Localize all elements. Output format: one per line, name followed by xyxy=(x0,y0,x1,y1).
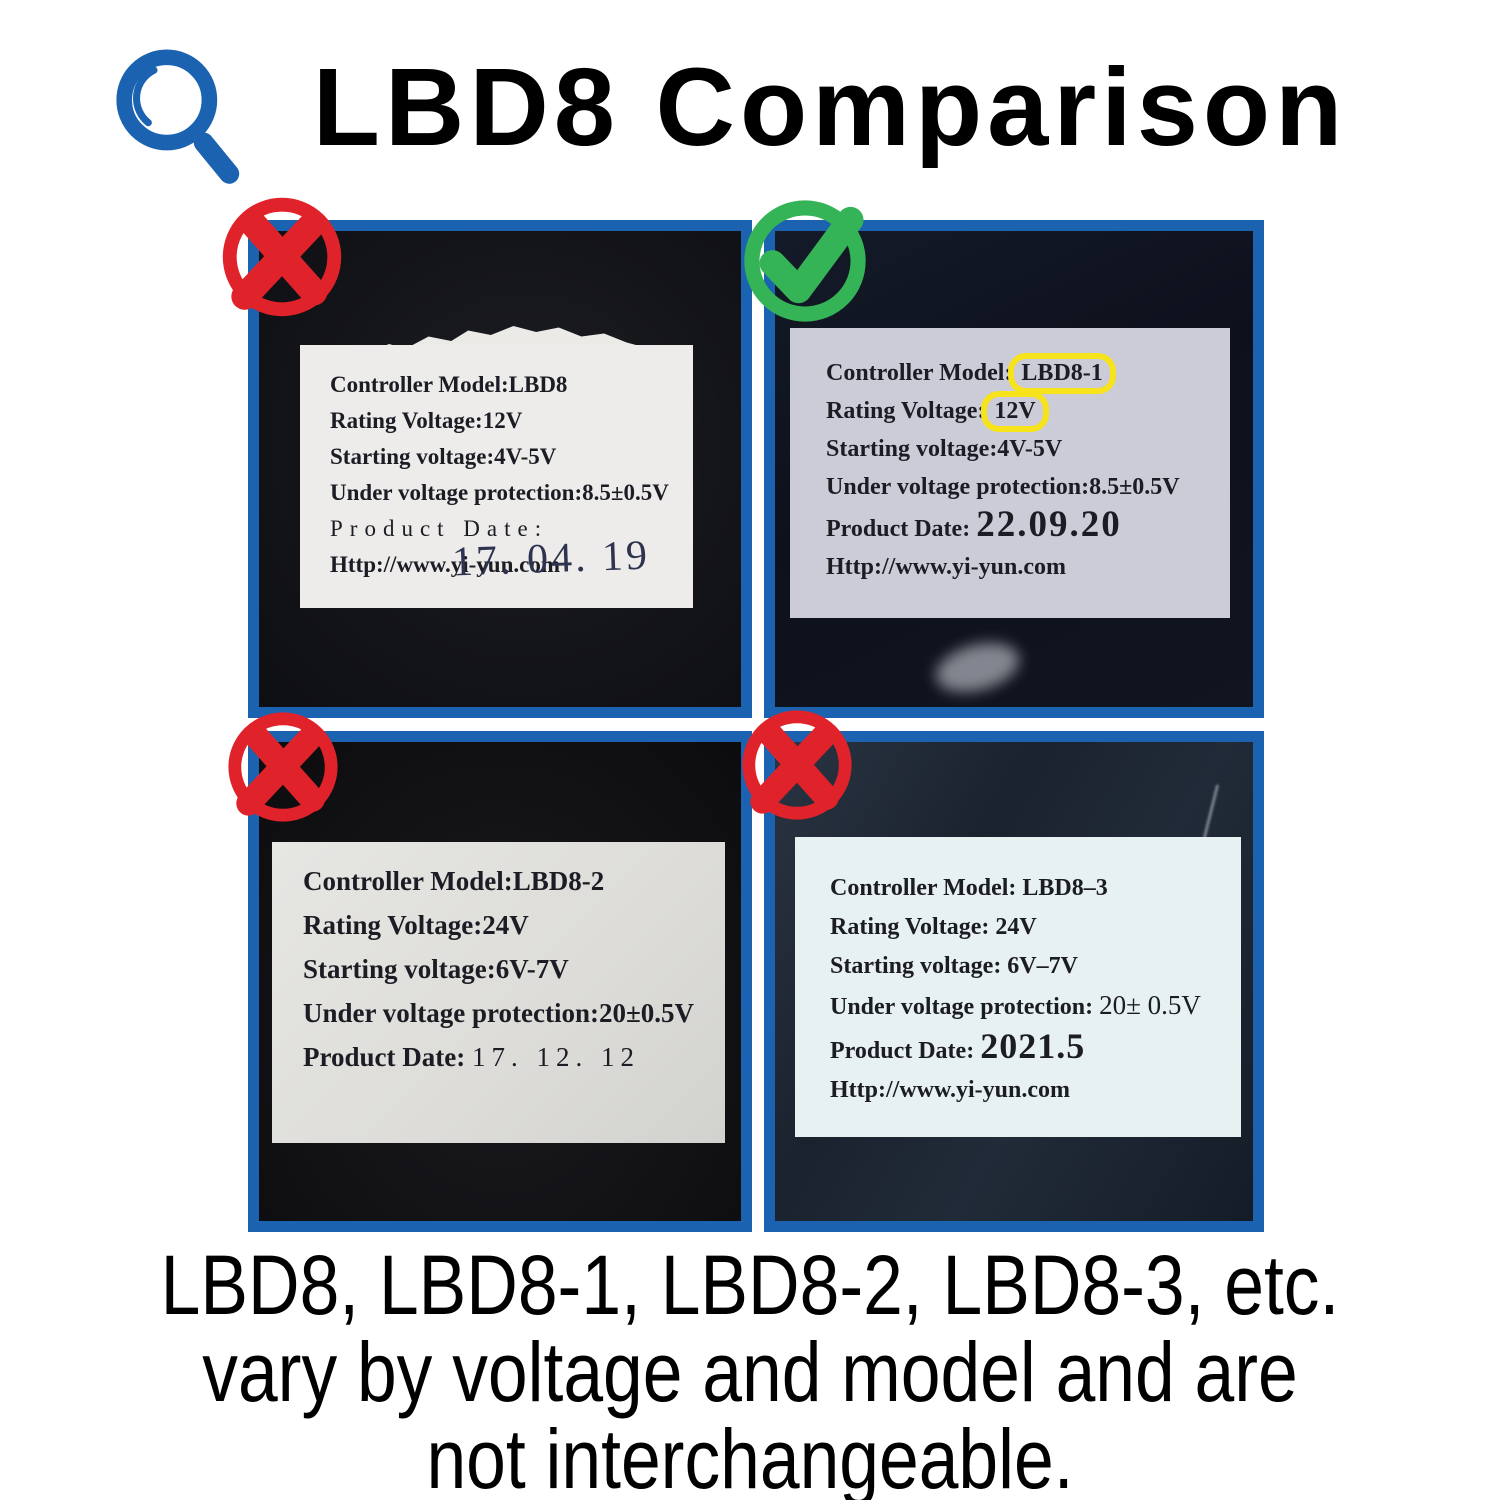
spec-model-prefix: Controller Model: xyxy=(826,360,1013,386)
spec-line-model: Controller Model:LBD8-2 xyxy=(303,866,605,896)
spec-line-starting: Starting voltage: 6V–7V xyxy=(830,953,1078,979)
red-cross-icon xyxy=(228,712,338,822)
spec-protection-prefix: Under voltage protection: xyxy=(830,994,1100,1020)
spec-line-model: Controller Model: LBD8-1 xyxy=(826,353,1230,395)
caption-line-3: not interchangeable. xyxy=(426,1412,1074,1500)
spec-date-label: Product Date: xyxy=(830,1038,981,1064)
spec-date-label: Product Date: xyxy=(303,1042,466,1072)
spec-date-label: Product Date: xyxy=(826,516,971,542)
spec-label-lbd8: Controller Model:LBD8 Rating Voltage:12V… xyxy=(300,345,693,608)
photo-lbd8-1: Controller Model: LBD8-1 Rating Voltage: 1… xyxy=(775,231,1253,707)
spec-line-model: Controller Model:LBD8 xyxy=(330,372,568,397)
photo-lbd8-2: Controller Model:LBD8-2 Rating Voltage:2… xyxy=(259,742,741,1221)
panel-lbd8-3: Controller Model: LBD8–3 Rating Voltage:… xyxy=(764,731,1264,1232)
spec-line-date: Product Date: 2021.5 xyxy=(830,1027,1241,1071)
rating-highlight: 12V xyxy=(981,391,1049,433)
spec-line-date: Product Date: 17. 12. 12 xyxy=(303,1035,725,1079)
green-check-icon xyxy=(744,200,866,322)
spec-rating-prefix: Rating Voltage: xyxy=(826,398,986,424)
model-highlight: LBD8-1 xyxy=(1008,353,1116,395)
panel-lbd8-2: Controller Model:LBD8-2 Rating Voltage:2… xyxy=(248,731,752,1232)
caption-line-2: vary by voltage and model and are xyxy=(202,1325,1298,1419)
panel-lbd8-1: Controller Model: LBD8-1 Rating Voltage: 1… xyxy=(764,220,1264,718)
spec-line-rating: Rating Voltage:12V xyxy=(826,391,1230,433)
spec-line-rating: Rating Voltage: 24V xyxy=(830,914,1037,940)
spec-line-url: Http://www.yi-yun.com xyxy=(330,552,560,577)
spec-line-protection: Under voltage protection:8.5±0.5V xyxy=(330,480,669,505)
caption: LBD8, LBD8-1, LBD8-2, LBD8-3, etc. vary … xyxy=(0,1242,1500,1500)
spec-date-value: 22.09.20 xyxy=(976,504,1122,545)
spec-date-value: 17. 12. 12 xyxy=(471,1042,640,1072)
spec-line-url: Http://www.yi-yun.com xyxy=(830,1077,1070,1103)
spec-line-url: Http://www.yi-yun.com xyxy=(826,554,1066,580)
page-title: LBD8 Comparison xyxy=(312,46,1348,169)
spec-line-date: Product Date: 22.09.20 xyxy=(826,506,1230,548)
spec-line-starting: Starting voltage:6V-7V xyxy=(303,954,569,984)
spec-label-lbd8-2: Controller Model:LBD8-2 Rating Voltage:2… xyxy=(272,842,725,1143)
spec-line-protection: Under voltage protection: 20± 0.5V xyxy=(830,986,1241,1027)
spec-line-date-label: Product Date: xyxy=(330,516,549,541)
spec-line-protection: Under voltage protection:20±0.5V xyxy=(303,998,695,1028)
spec-label-lbd8-3: Controller Model: LBD8–3 Rating Voltage:… xyxy=(795,837,1241,1137)
red-cross-icon xyxy=(742,710,852,820)
spec-line-starting: Starting voltage:4V-5V xyxy=(826,436,1063,462)
spec-label-lbd8-1: Controller Model: LBD8-1 Rating Voltage: 1… xyxy=(790,328,1230,618)
spec-line-model: Controller Model: LBD8–3 xyxy=(830,875,1108,901)
red-cross-icon xyxy=(222,197,342,317)
scuff-mark xyxy=(930,634,1025,701)
panel-lbd8: Controller Model:LBD8 Rating Voltage:12V… xyxy=(248,220,752,718)
spec-protection-value: 20± 0.5V xyxy=(1099,990,1201,1020)
photo-lbd8: Controller Model:LBD8 Rating Voltage:12V… xyxy=(259,231,741,707)
spec-line-rating: Rating Voltage:24V xyxy=(303,910,529,940)
magnifier-icon xyxy=(116,49,240,184)
spec-line-starting: Starting voltage:4V-5V xyxy=(330,444,557,469)
spec-line-protection: Under voltage protection:8.5±0.5V xyxy=(826,474,1180,500)
caption-line-1: LBD8, LBD8-1, LBD8-2, LBD8-3, etc. xyxy=(160,1238,1340,1332)
spec-date-value: 2021.5 xyxy=(980,1026,1086,1066)
photo-lbd8-3: Controller Model: LBD8–3 Rating Voltage:… xyxy=(775,742,1253,1221)
spec-line-rating: Rating Voltage:12V xyxy=(330,408,523,433)
date-stamp: 17. 04. 19 xyxy=(451,532,651,586)
